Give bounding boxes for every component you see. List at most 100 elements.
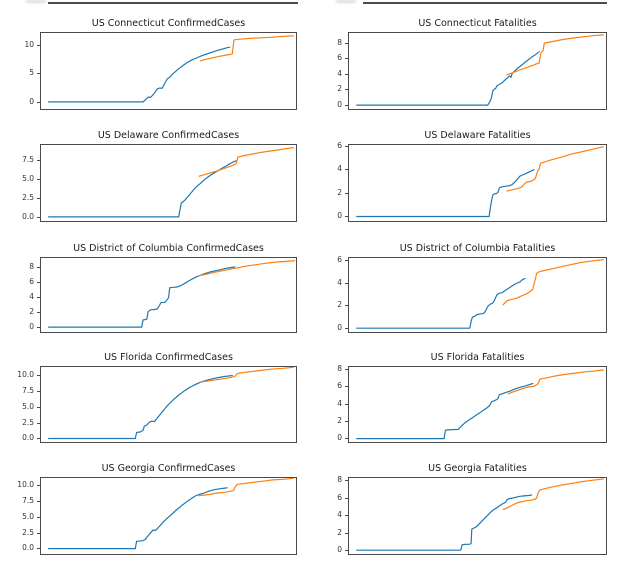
y-tick-label: 4 bbox=[337, 164, 342, 174]
plot-area bbox=[348, 257, 607, 333]
y-tick-label: 6 bbox=[337, 140, 342, 150]
y-tick-label: 6 bbox=[29, 276, 34, 286]
subplot-delaware-fatalities: US Delaware Fatalities 0 2 4 6 bbox=[337, 130, 607, 222]
y-tick-label: 2.5 bbox=[22, 417, 34, 427]
y-tick-label: 5.0 bbox=[22, 174, 34, 184]
series-forecast-line bbox=[502, 259, 604, 306]
y-tick-mark bbox=[345, 480, 348, 482]
subplot-delaware-confirmedcases: US Delaware ConfirmedCases 0.0 2.5 5.0 7.5 bbox=[22, 130, 297, 222]
line-plot bbox=[356, 146, 604, 218]
y-tick-label: 4 bbox=[337, 510, 342, 520]
y-tick-mark bbox=[345, 515, 348, 517]
plot-area bbox=[40, 257, 297, 333]
y-tick-mark bbox=[345, 104, 348, 106]
series-actual-line bbox=[47, 487, 228, 550]
y-tick-mark bbox=[37, 532, 40, 534]
y-tick-mark bbox=[345, 216, 348, 218]
y-tick-label: 0 bbox=[29, 96, 34, 106]
subplot-title: US Delaware ConfirmedCases bbox=[97, 130, 240, 141]
y-tick-label: 0.0 bbox=[22, 211, 34, 221]
y-tick-label: 5.0 bbox=[22, 511, 34, 521]
y-tick-mark bbox=[37, 266, 40, 268]
line-plot bbox=[356, 478, 604, 551]
y-tick-label: 7.5 bbox=[22, 386, 34, 396]
y-tick-mark bbox=[37, 160, 40, 162]
y-tick-label: 10.0 bbox=[17, 480, 34, 490]
y-tick-mark bbox=[37, 73, 40, 75]
y-tick-mark bbox=[345, 421, 348, 423]
y-tick-mark bbox=[37, 391, 40, 393]
y-tick-label: 6 bbox=[337, 254, 342, 264]
y-tick-label: 8 bbox=[29, 261, 34, 271]
series-forecast-line bbox=[198, 478, 294, 497]
y-tick-mark bbox=[345, 403, 348, 405]
y-tick-mark bbox=[345, 42, 348, 44]
y-tick-label: 6 bbox=[337, 381, 342, 391]
line-plot bbox=[47, 259, 296, 328]
y-tick-label: 2 bbox=[337, 187, 342, 197]
series-forecast-line bbox=[198, 146, 294, 177]
y-tick-mark bbox=[37, 326, 40, 328]
line-plot bbox=[356, 259, 604, 329]
line-plot bbox=[47, 478, 294, 550]
y-tick-mark bbox=[345, 532, 348, 534]
y-tick-label: 4 bbox=[337, 68, 342, 78]
y-tick-label: 10 bbox=[24, 39, 34, 49]
y-tick-mark bbox=[345, 58, 348, 60]
y-tick-mark bbox=[345, 145, 348, 147]
subplot-connecticut-confirmedcases: US Connecticut ConfirmedCases 0 5 10 bbox=[24, 18, 297, 110]
series-forecast-line bbox=[502, 478, 604, 510]
line-plot bbox=[356, 369, 604, 440]
y-tick-mark bbox=[345, 169, 348, 171]
y-tick-mark bbox=[37, 375, 40, 377]
y-tick-label: 4 bbox=[337, 277, 342, 287]
y-tick-mark bbox=[345, 550, 348, 551]
series-actual-line bbox=[47, 160, 237, 218]
y-tick-mark bbox=[37, 101, 40, 103]
y-tick-label: 8 bbox=[337, 37, 342, 47]
cropped-ticklabel-remnant-left bbox=[26, 0, 46, 3]
subplot-florida-confirmedcases: US Florida ConfirmedCases 0.0 2.5 5.0 7.5 10… bbox=[17, 352, 297, 443]
series-actual-line bbox=[356, 169, 535, 218]
series-forecast-line bbox=[199, 367, 294, 383]
y-tick-mark bbox=[345, 89, 348, 91]
series-forecast-line bbox=[507, 369, 604, 395]
plot-area bbox=[348, 144, 607, 222]
y-tick-label: 8 bbox=[337, 364, 342, 374]
y-tick-mark bbox=[37, 485, 40, 487]
y-tick-mark bbox=[345, 282, 348, 284]
cropped-axis-bottom-left bbox=[48, 2, 298, 4]
y-tick-label: 0 bbox=[337, 323, 342, 333]
y-tick-mark bbox=[37, 500, 40, 502]
y-tick-label: 7.5 bbox=[22, 155, 34, 165]
y-tick-label: 2 bbox=[29, 306, 34, 316]
subplot-florida-fatalities: US Florida Fatalities 0 2 4 6 8 bbox=[337, 352, 607, 443]
plot-area bbox=[40, 144, 297, 222]
y-tick-mark bbox=[37, 197, 40, 199]
series-actual-line bbox=[47, 374, 233, 440]
series-forecast-line bbox=[506, 34, 604, 76]
plot-area bbox=[40, 477, 297, 555]
y-tick-label: 2 bbox=[337, 84, 342, 94]
y-tick-mark bbox=[37, 44, 40, 46]
series-forecast-line bbox=[198, 259, 296, 277]
y-tick-label: 2.5 bbox=[22, 192, 34, 202]
y-tick-mark bbox=[37, 296, 40, 298]
series-actual-line bbox=[47, 46, 231, 103]
series-actual-line bbox=[356, 382, 534, 440]
subplot-georgia-confirmedcases: US Georgia ConfirmedCases 0.0 2.5 5.0 7.5 10… bbox=[17, 463, 297, 555]
subplot-title: US Georgia ConfirmedCases bbox=[101, 463, 236, 474]
series-forecast-line bbox=[199, 35, 294, 62]
cropped-axis-bottom-right bbox=[363, 2, 607, 4]
series-actual-line bbox=[356, 494, 533, 551]
y-tick-label: 0.0 bbox=[22, 543, 34, 553]
line-plot bbox=[47, 35, 294, 103]
series-actual-line bbox=[356, 51, 540, 106]
line-plot bbox=[356, 34, 604, 106]
y-tick-label: 0 bbox=[337, 211, 342, 221]
y-tick-mark bbox=[37, 516, 40, 518]
y-tick-mark bbox=[345, 369, 348, 371]
y-tick-mark bbox=[37, 406, 40, 408]
y-tick-label: 2 bbox=[337, 300, 342, 310]
y-tick-mark bbox=[345, 438, 348, 440]
